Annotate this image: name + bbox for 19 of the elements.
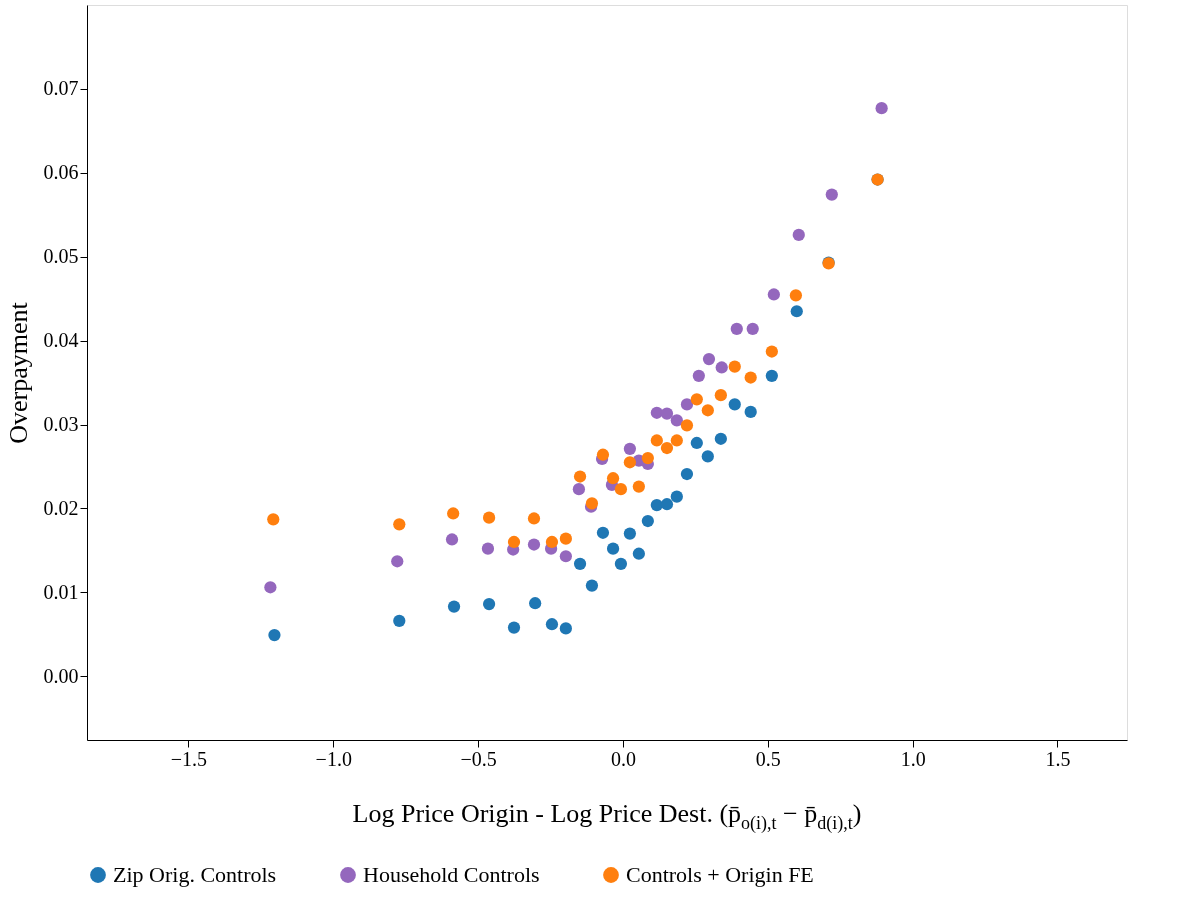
- x-tick-label: −1.5: [170, 747, 208, 770]
- y-tick-label: 0.07: [43, 77, 79, 100]
- y-tick-label: 0.06: [43, 161, 79, 184]
- y-axis-title: Overpayment: [3, 301, 33, 444]
- y-tick-label: 0.05: [43, 245, 79, 268]
- y-tick-label: 0.03: [43, 413, 79, 436]
- x-tick-label: −1.0: [315, 747, 352, 770]
- legend-label: Zip Orig. Controls: [113, 862, 277, 887]
- y-tick-label: 0.04: [43, 329, 79, 352]
- legend-label: Household Controls: [363, 862, 540, 887]
- x-tick-label: 1.0: [900, 747, 926, 770]
- x-tick-label: −0.5: [460, 747, 497, 770]
- x-tick-label: 0.0: [610, 747, 636, 770]
- y-tick-label: 0.01: [43, 580, 79, 603]
- legend-label: Controls + Origin FE: [626, 862, 814, 887]
- x-tick-label: 0.5: [755, 747, 781, 770]
- y-tick-label: 0.02: [43, 496, 79, 519]
- y-tick-label: 0.00: [43, 664, 79, 687]
- x-tick-label: 1.5: [1045, 747, 1071, 770]
